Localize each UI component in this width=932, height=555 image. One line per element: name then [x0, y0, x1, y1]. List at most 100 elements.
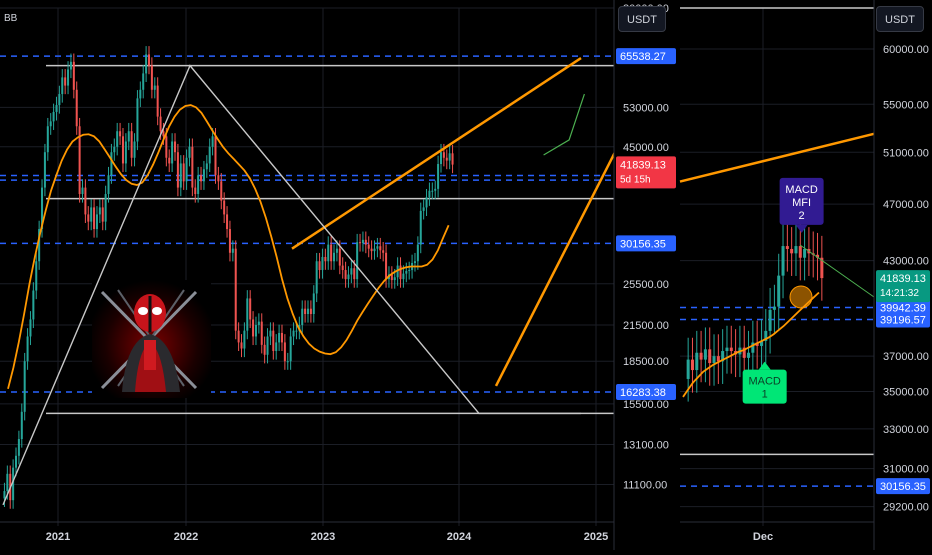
candle-body: [289, 336, 292, 362]
candle-body: [742, 347, 746, 358]
candle-body: [17, 439, 20, 456]
candle-body: [240, 342, 243, 349]
annotation-label: MFI: [792, 197, 811, 209]
candle-body: [803, 248, 807, 258]
candle-body: [72, 61, 75, 90]
price-badge-value: 41839.13: [880, 273, 926, 285]
candle-body: [69, 61, 72, 70]
candle-body: [708, 349, 712, 364]
candle-body: [385, 252, 388, 280]
candle-body: [194, 187, 197, 195]
candle-body: [32, 290, 35, 320]
candle-body: [361, 239, 364, 244]
candle-body: [208, 146, 211, 164]
candle-body: [145, 54, 148, 74]
candle-body: [171, 141, 174, 164]
candle-body: [49, 121, 52, 127]
candle-body: [747, 352, 751, 358]
candle-body: [52, 111, 55, 122]
candle-body: [23, 361, 26, 412]
currency-button-right[interactable]: USDT: [876, 6, 924, 32]
candle-body: [367, 244, 370, 249]
candle-body: [142, 73, 145, 90]
candle-body: [41, 187, 44, 230]
candle-body: [257, 321, 260, 325]
y-tick-label: 37000.00: [883, 351, 929, 363]
candle-body: [781, 246, 785, 276]
candle-body: [686, 359, 690, 379]
candle-body: [35, 261, 38, 291]
candle-body: [759, 340, 763, 346]
candle-body: [243, 330, 246, 349]
level-badge-label: 30156.35: [880, 481, 926, 493]
candle-body: [107, 175, 110, 195]
candle-body: [716, 356, 720, 362]
candle-body: [217, 175, 220, 182]
x-tick-label: 2021: [46, 531, 70, 543]
candle-body: [703, 349, 707, 360]
currency-button-left[interactable]: USDT: [618, 6, 666, 32]
y-tick-label: 33000.00: [883, 424, 929, 436]
candle-body: [249, 298, 252, 320]
candle-body: [231, 248, 234, 253]
annotation-label: MACD: [785, 184, 817, 196]
candle-body: [252, 319, 255, 337]
candle-body: [98, 207, 101, 215]
candle-body: [790, 248, 794, 254]
candle-body: [119, 131, 122, 137]
candle-body: [153, 85, 156, 90]
candle-body: [139, 89, 142, 99]
candle-body: [26, 336, 29, 362]
triangle-pattern: [2, 64, 581, 506]
candle-body: [699, 352, 703, 360]
price-badge: [876, 270, 930, 303]
candle-body: [393, 277, 396, 281]
candle-body: [437, 164, 440, 189]
candle-body: [335, 248, 338, 253]
y-tick-label: 43000.00: [883, 256, 929, 268]
price-badge-countdown: 5d 15h: [620, 174, 651, 185]
candle-body: [254, 324, 257, 337]
candle-body: [318, 261, 321, 271]
candle-body: [428, 190, 431, 198]
candle-body: [690, 359, 694, 371]
candle-body: [820, 257, 824, 279]
level-badge: [876, 311, 930, 328]
candle-body: [43, 152, 46, 188]
y-tick-label: 25500.00: [623, 279, 669, 291]
candle-body: [408, 270, 411, 272]
annotation-label: 1: [762, 389, 768, 401]
candle-body: [280, 332, 283, 343]
candle-body: [364, 239, 367, 245]
candle-body: [168, 157, 171, 164]
candle-body: [202, 169, 205, 182]
candle-body: [220, 181, 223, 201]
candle-body: [228, 229, 231, 253]
candle-body: [275, 342, 278, 352]
candle-body: [379, 246, 382, 251]
candle-body: [399, 265, 402, 280]
y-tick-label: 55000.00: [883, 99, 929, 111]
x-tick-label: 2024: [447, 531, 472, 543]
y-tick-label: 60000.00: [883, 44, 929, 56]
candle-body: [67, 69, 70, 86]
candle-body: [133, 141, 136, 158]
price-badge-countdown: 14:21:32: [880, 288, 919, 299]
level-badge-label: 30156.35: [620, 238, 666, 250]
level-badge-label: 65538.27: [620, 51, 666, 63]
candle-body: [12, 467, 15, 501]
candle-body: [6, 473, 9, 492]
candle-body: [785, 246, 789, 249]
trend-line: [799, 244, 875, 298]
candle-body: [330, 244, 333, 262]
y-tick-label: 18500.00: [623, 356, 669, 368]
y-tick-label: 35000.00: [883, 386, 929, 398]
candle-body: [81, 187, 84, 195]
candle-body: [95, 214, 98, 230]
candle-body: [61, 77, 64, 95]
candle-body: [729, 347, 733, 352]
price-badge-value: 41839.13: [620, 159, 666, 171]
candle-body: [286, 361, 289, 363]
annotation-label: 2: [799, 210, 805, 222]
